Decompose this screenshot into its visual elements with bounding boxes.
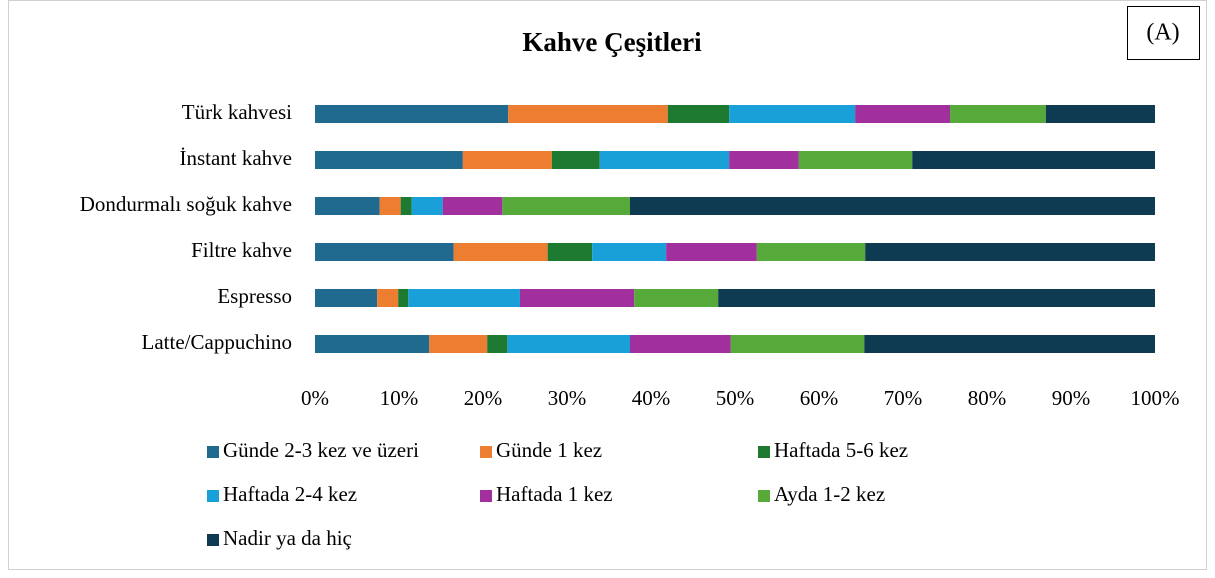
bar-segment bbox=[502, 197, 630, 215]
legend-swatch bbox=[758, 490, 770, 502]
bar-segment bbox=[729, 105, 856, 123]
bar-segment bbox=[442, 197, 503, 215]
y-tick-label: Latte/Cappuchino bbox=[142, 330, 292, 354]
legend-label: Haftada 1 kez bbox=[496, 482, 613, 506]
legend-swatch bbox=[207, 490, 219, 502]
bar-segment bbox=[718, 289, 1155, 307]
bar-segment bbox=[630, 197, 1155, 215]
chart-frame bbox=[8, 0, 1207, 570]
bar-segment bbox=[400, 197, 412, 215]
y-tick-label: İnstant kahve bbox=[179, 146, 292, 170]
bar-segment bbox=[408, 289, 520, 307]
bar-segment bbox=[756, 243, 866, 261]
bar-segment bbox=[508, 105, 668, 123]
x-tick-label: 0% bbox=[301, 386, 329, 410]
bar-segment bbox=[729, 151, 799, 169]
bar-segment bbox=[315, 105, 509, 123]
x-tick-label: 50% bbox=[716, 386, 755, 410]
bar-segment bbox=[730, 335, 865, 353]
x-tick-label: 20% bbox=[464, 386, 503, 410]
bar-segment bbox=[315, 197, 380, 215]
x-tick-label: 80% bbox=[968, 386, 1007, 410]
chart-title: Kahve Çeşitleri bbox=[522, 27, 702, 57]
bar-segment bbox=[315, 335, 430, 353]
legend-label: Günde 2-3 kez ve üzeri bbox=[223, 438, 419, 462]
bar-segment bbox=[487, 335, 508, 353]
bar-segment bbox=[315, 289, 378, 307]
x-tick-label: 30% bbox=[548, 386, 587, 410]
y-tick-label: Filtre kahve bbox=[191, 238, 292, 262]
bar-segment bbox=[950, 105, 1046, 123]
x-tick-label: 10% bbox=[380, 386, 419, 410]
legend-label: Ayda 1-2 kez bbox=[774, 482, 885, 506]
y-tick-label: Türk kahvesi bbox=[182, 100, 292, 124]
bar-segment bbox=[865, 243, 1155, 261]
bar-segment bbox=[864, 335, 1155, 353]
bar-segment bbox=[453, 243, 548, 261]
x-tick-label: 100% bbox=[1131, 386, 1180, 410]
legend-swatch bbox=[207, 446, 219, 458]
bar-segment bbox=[507, 335, 630, 353]
bar-segment bbox=[1045, 105, 1155, 123]
bar-segment bbox=[379, 197, 401, 215]
bar-segment bbox=[377, 289, 399, 307]
bar-segment bbox=[429, 335, 488, 353]
bar-segment bbox=[798, 151, 913, 169]
bar-segment bbox=[634, 289, 719, 307]
legend-label: Haftada 2-4 kez bbox=[223, 482, 357, 506]
bar-segment bbox=[551, 151, 600, 169]
bar-segment bbox=[315, 151, 463, 169]
bar-segment bbox=[666, 243, 757, 261]
bar-segment bbox=[912, 151, 1155, 169]
x-tick-label: 90% bbox=[1052, 386, 1091, 410]
annotation-box bbox=[1127, 6, 1200, 60]
legend-swatch bbox=[207, 534, 219, 546]
y-tick-label: Dondurmalı soğuk kahve bbox=[80, 192, 292, 216]
legend-label: Nadir ya da hiç bbox=[223, 526, 352, 550]
bar-segment bbox=[462, 151, 552, 169]
legend-label: Haftada 5-6 kez bbox=[774, 438, 908, 462]
legend-swatch bbox=[758, 446, 770, 458]
x-tick-label: 70% bbox=[884, 386, 923, 410]
bar-segment bbox=[315, 243, 454, 261]
bar-segment bbox=[398, 289, 409, 307]
bar-segment bbox=[547, 243, 593, 261]
bar-segment bbox=[592, 243, 667, 261]
x-tick-label: 40% bbox=[632, 386, 671, 410]
x-tick-label: 60% bbox=[800, 386, 839, 410]
y-tick-label: Espresso bbox=[217, 284, 292, 308]
legend-swatch bbox=[480, 490, 492, 502]
bar-segment bbox=[411, 197, 443, 215]
bar-segment bbox=[667, 105, 730, 123]
legend-label: Günde 1 kez bbox=[496, 438, 602, 462]
annotation: (A) bbox=[1146, 20, 1179, 46]
legend-swatch bbox=[480, 446, 492, 458]
bar-segment bbox=[519, 289, 635, 307]
bar-segment bbox=[599, 151, 730, 169]
bar-segment bbox=[855, 105, 951, 123]
bar-segment bbox=[630, 335, 731, 353]
